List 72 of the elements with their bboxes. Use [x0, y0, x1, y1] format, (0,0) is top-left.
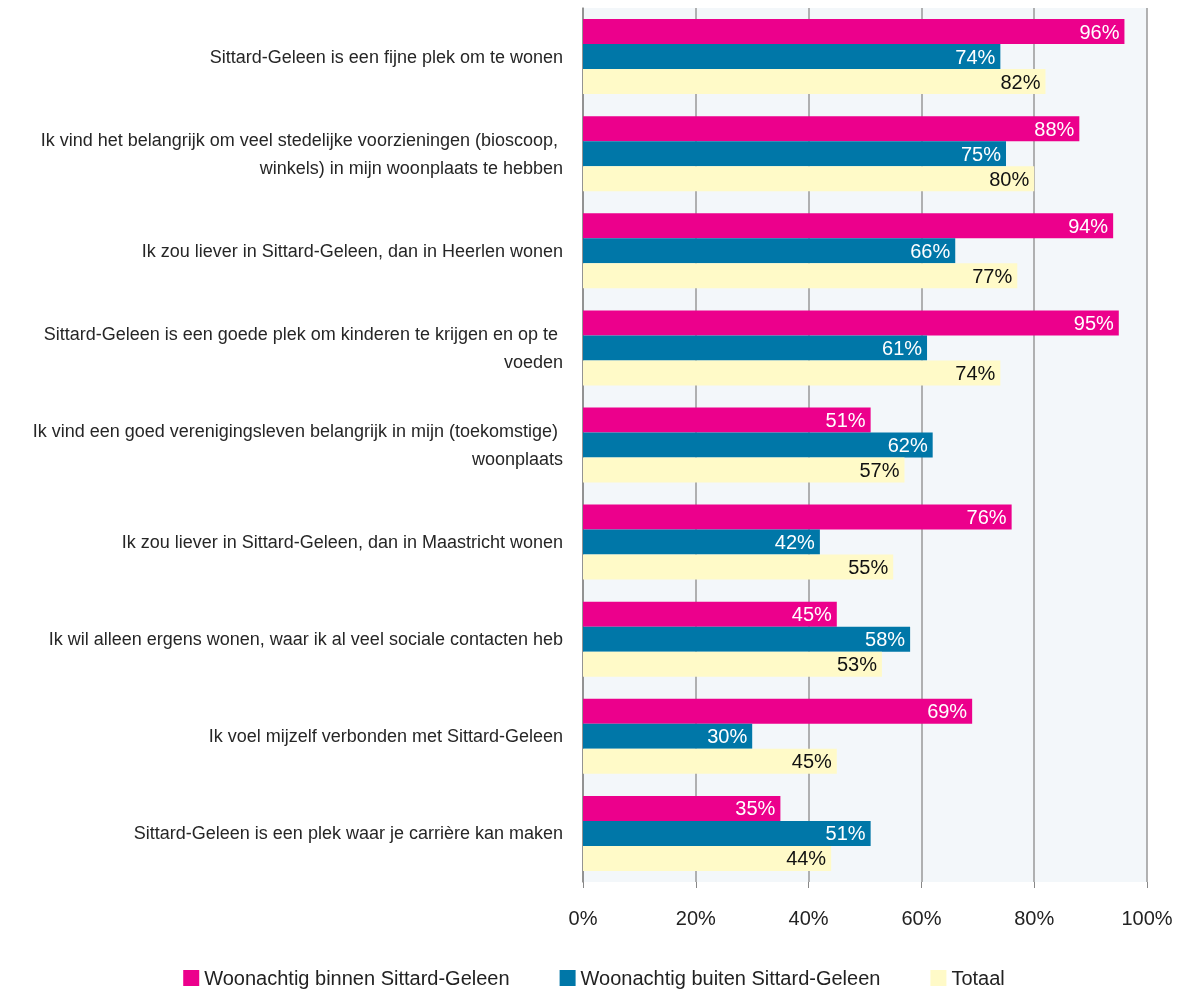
y-tick-label: Ik vind het belangrijk om veel stedelijke voorzieningen (bioscoop, winkels) in mijn woonplaats te hebben [40, 129, 563, 178]
bar [583, 748, 837, 774]
y-tick-label: Ik voel mijzelf verbonden met Sittard-Geleen [208, 726, 563, 747]
x-tick-label: 20% [675, 907, 717, 929]
data-label: 35% [735, 797, 776, 820]
bar [583, 360, 1001, 386]
bar [583, 723, 753, 749]
data-label: 58% [865, 628, 906, 651]
x-tick-label: 100% [1121, 907, 1173, 929]
legend-label: Woonachtig binnen Sittard-Geleen [204, 967, 510, 989]
bar [583, 626, 911, 652]
data-label: 95% [1073, 311, 1115, 334]
bar [583, 845, 832, 871]
x-tick-label: 80% [1014, 907, 1055, 929]
y-tick-label: Sittard-Geleen is een goede plek om kinderen te krijgen en op te voeden [43, 323, 563, 372]
data-label: 74% [955, 361, 996, 384]
bar [583, 213, 1114, 239]
data-label: 77% [972, 264, 1013, 287]
bar [583, 432, 933, 458]
bar [583, 529, 820, 555]
data-label: 96% [1079, 20, 1120, 43]
x-tick-label: 40% [788, 907, 829, 929]
bar [583, 651, 882, 677]
data-label: 74% [955, 45, 996, 68]
bar [583, 601, 837, 627]
data-label: 82% [1000, 70, 1041, 93]
bar [583, 238, 956, 264]
y-tick-label: Sittard-Geleen is een plek waar je carrière kan maken [133, 823, 563, 844]
bar [583, 166, 1035, 192]
bar [583, 554, 894, 580]
bar [583, 44, 1001, 70]
bar [583, 407, 871, 433]
data-label: 75% [960, 142, 1002, 165]
bar [583, 795, 781, 821]
data-label: 30% [707, 725, 748, 748]
data-label: 76% [966, 506, 1007, 529]
legend-label: Totaal [951, 967, 1005, 989]
bar [583, 335, 928, 361]
data-label: 57% [859, 459, 900, 481]
data-label: 88% [1034, 117, 1075, 140]
data-label: 94% [1068, 214, 1109, 237]
data-label: 55% [848, 556, 889, 579]
legend-label: Woonachtig buiten Sittard-Geleen [580, 967, 881, 989]
data-label: 53% [836, 653, 878, 676]
data-label: 62% [887, 434, 928, 456]
bar [583, 457, 905, 483]
bar [583, 69, 1046, 95]
data-label: 45% [791, 603, 833, 626]
data-label: 51% [825, 822, 866, 845]
data-label: 51% [825, 409, 866, 431]
bar [583, 310, 1119, 336]
x-tick-label: 60% [901, 907, 942, 929]
data-label: 66% [910, 239, 951, 262]
y-tick-label: Ik wil alleen ergens wonen, waar ik al veel sociale contacten heb [48, 629, 563, 650]
data-label: 45% [791, 750, 833, 773]
y-tick-label: Ik zou liever in Sittard-Geleen, dan in Heerlen wonen [141, 240, 563, 261]
bar [583, 820, 871, 846]
y-tick-label: Ik zou liever in Sittard-Geleen, dan in Maastricht wonen [121, 532, 563, 553]
bar [583, 116, 1080, 142]
x-tick-label: 0% [568, 907, 598, 929]
bar [583, 698, 973, 724]
bar [583, 263, 1018, 289]
y-tick-label: Sittard-Geleen is een fijne plek om te wonen [209, 46, 563, 67]
bar [583, 141, 1006, 167]
data-label: 61% [882, 336, 923, 359]
data-label: 44% [786, 847, 827, 870]
bar [583, 504, 1012, 530]
y-tick-label: Ik vind een goed verenigingsleven belangrijk in mijn (toekomstige) woonplaats [32, 421, 563, 469]
data-label: 69% [927, 700, 968, 723]
data-label: 42% [774, 531, 816, 554]
bar [583, 19, 1125, 45]
data-label: 80% [989, 167, 1030, 190]
